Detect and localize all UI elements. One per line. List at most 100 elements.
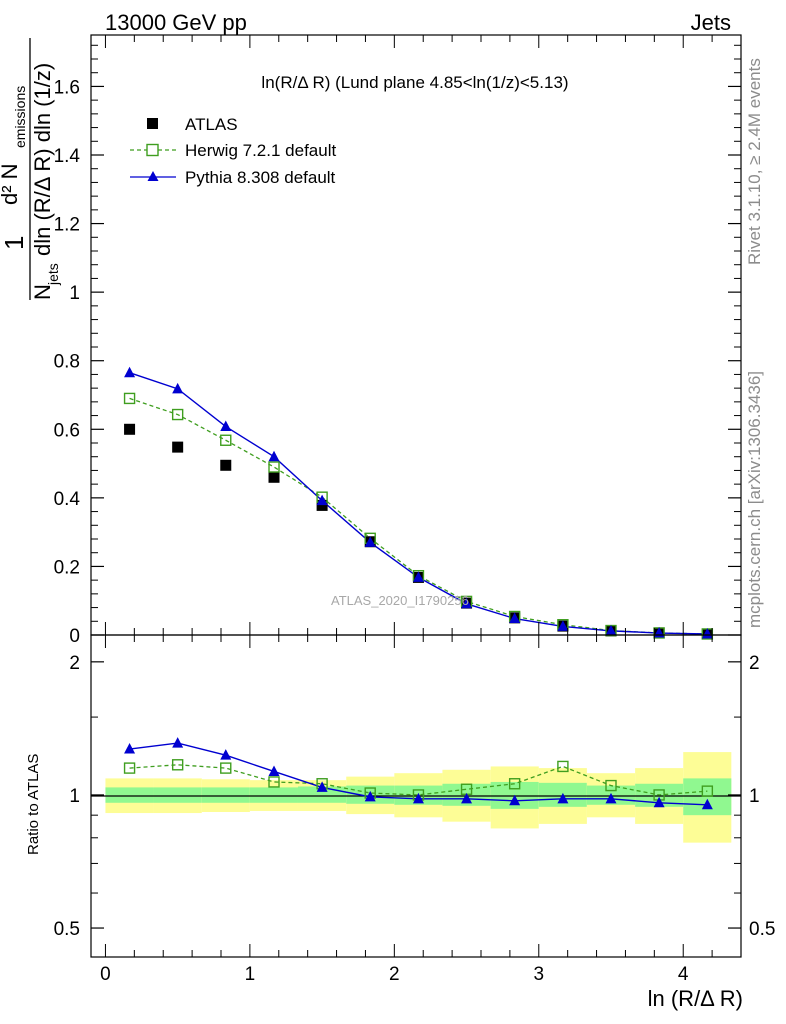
mcplots-label: mcplots.cern.ch [arXiv:1306.3436] (745, 371, 764, 628)
pythia-point (268, 450, 280, 462)
y-label-denominator: N (30, 284, 55, 300)
rivet-version-label: Rivet 3.1.10, ≥ 2.4M events (745, 58, 764, 265)
legend-atlas-marker (147, 118, 158, 129)
herwig-ratio-point (220, 762, 232, 774)
pythia-point (701, 628, 713, 639)
ratio-y-tick-label-right: 1 (749, 786, 760, 807)
ratio-panel: 0.5 0.5 1 1 2 2 Ratio to ATLAS (25, 634, 775, 958)
y-label-denominator-sub: jets (45, 263, 61, 286)
y-tick-label: 0.2 (54, 557, 80, 578)
pythia-point (124, 366, 136, 378)
ratio-y-tick-label-left: 1 (69, 786, 80, 807)
y-tick-label: 0.6 (54, 420, 80, 441)
x-tick-labels: 0 1 2 3 4 (100, 964, 689, 985)
main-y-axis-label: 1 d² N emissions N jets dln (R/Δ R) dln … (0, 38, 61, 300)
herwig-ratio-point (171, 759, 184, 771)
legend-herwig-label: Herwig 7.2.1 default (185, 141, 336, 160)
ratio-y-tick-label-left: 0.5 (54, 919, 80, 940)
pythia-ratio-point (220, 749, 232, 760)
main-panel: 0 0.2 0.4 0.6 0.8 1 1.2 1.4 1.6 ln(R/Δ R) (Lund … (0, 34, 742, 647)
pythia-point (412, 571, 424, 582)
y-tick-label: 0 (69, 626, 80, 647)
legend-atlas-label: ATLAS (185, 115, 238, 134)
legend: ATLAS Herwig 7.2.1 default Pythia 8.308 … (130, 115, 336, 187)
inner-uncertainty-band (105, 787, 154, 803)
inner-uncertainty-band (153, 787, 202, 803)
pythia-point (461, 597, 473, 609)
y-label-denominator-rest: dln (R/Δ R) dln (1/z) (30, 63, 55, 256)
pythia-ratio-point (557, 792, 569, 804)
y-label-prefix: 1 (0, 236, 29, 250)
inner-uncertainty-band (297, 786, 347, 803)
y-tick-label: 0.8 (54, 352, 80, 373)
herwig-ratio-curve (129, 764, 708, 796)
pythia-ratio-point (364, 790, 376, 802)
pythia-ratio-point (509, 794, 521, 806)
pythia-point (172, 382, 184, 394)
y-tick-label: 1.2 (54, 215, 80, 236)
pythia-ratio-point (172, 737, 184, 748)
pythia-point (557, 620, 569, 631)
ratio-frame (90, 634, 742, 958)
inner-uncertainty-band (201, 787, 250, 803)
pythia-point (605, 624, 617, 636)
pythia-ratio-point (653, 796, 665, 808)
x-tick-label: 4 (678, 964, 689, 985)
atlas-data-point (124, 423, 136, 435)
y-label-numerator: d² N (0, 163, 22, 205)
y-tick-label: 1 (69, 283, 80, 304)
herwig-ratio-point (701, 785, 714, 797)
x-axis-label: ln (R/Δ R) (648, 986, 743, 1011)
herwig-ratio-point (508, 778, 521, 790)
legend-herwig-marker (146, 143, 159, 157)
main-title: ln(R/Δ R) (Lund plane 4.85<ln(1/z)<5.13) (261, 73, 568, 92)
y-tick-label: 0.4 (54, 489, 81, 510)
pythia-point (316, 494, 328, 506)
herwig-curve (129, 397, 708, 635)
pythia-point (509, 612, 521, 624)
pythia-point (220, 420, 232, 432)
legend-pythia-marker (147, 171, 159, 181)
y-tick-label: 1.6 (54, 77, 80, 98)
herwig-point (123, 392, 136, 405)
pythia-ratio-point (124, 743, 136, 754)
herwig-point (171, 408, 184, 421)
pythia-point (364, 536, 376, 547)
analysis-watermark: ATLAS_2020_I1790256 (331, 593, 469, 608)
y-label-numerator-sub: emissions (12, 86, 28, 148)
pythia-ratio-point (701, 798, 713, 810)
herwig-ratio-point (605, 779, 617, 792)
ratio-y-tick-label-left: 2 (69, 653, 80, 674)
herwig-ratio-point (268, 776, 280, 788)
atlas-data-point (172, 441, 184, 453)
main-plot-area (123, 366, 714, 640)
pythia-ratio-point (461, 792, 473, 804)
x-tick-label: 0 (100, 964, 111, 985)
y-tick-label: 1.4 (54, 146, 81, 167)
legend-pythia-label: Pythia 8.308 default (185, 168, 336, 187)
ratio-axis-ticks: 0.5 0.5 1 1 2 2 (54, 635, 775, 957)
herwig-point (220, 434, 232, 446)
x-tick-label: 3 (533, 964, 544, 985)
energy-label: 13000 GeV pp (105, 10, 247, 35)
category-label: Jets (691, 10, 731, 35)
pythia-ratio-point (605, 792, 617, 804)
ratio-y-axis-label: Ratio to ATLAS (25, 754, 42, 855)
pythia-ratio-point (268, 765, 280, 776)
atlas-data-point (268, 471, 280, 483)
pythia-ratio-point (412, 792, 424, 804)
ratio-plot-area (123, 737, 714, 810)
inner-uncertainty-band (249, 787, 298, 803)
herwig-ratio-point (557, 760, 569, 773)
herwig-ratio-point (123, 762, 136, 774)
ratio-y-tick-label-right: 0.5 (749, 919, 775, 940)
atlas-data-point (316, 499, 328, 511)
x-tick-label: 1 (245, 964, 256, 985)
main-axis-ticks: 0 0.2 0.4 0.6 0.8 1 1.2 1.4 1.6 (54, 35, 742, 647)
x-tick-label: 2 (389, 964, 400, 985)
atlas-data-point (220, 459, 232, 471)
herwig-point (268, 461, 280, 473)
pythia-ratio-point (316, 781, 328, 792)
ratio-y-tick-label-right: 2 (749, 653, 760, 674)
